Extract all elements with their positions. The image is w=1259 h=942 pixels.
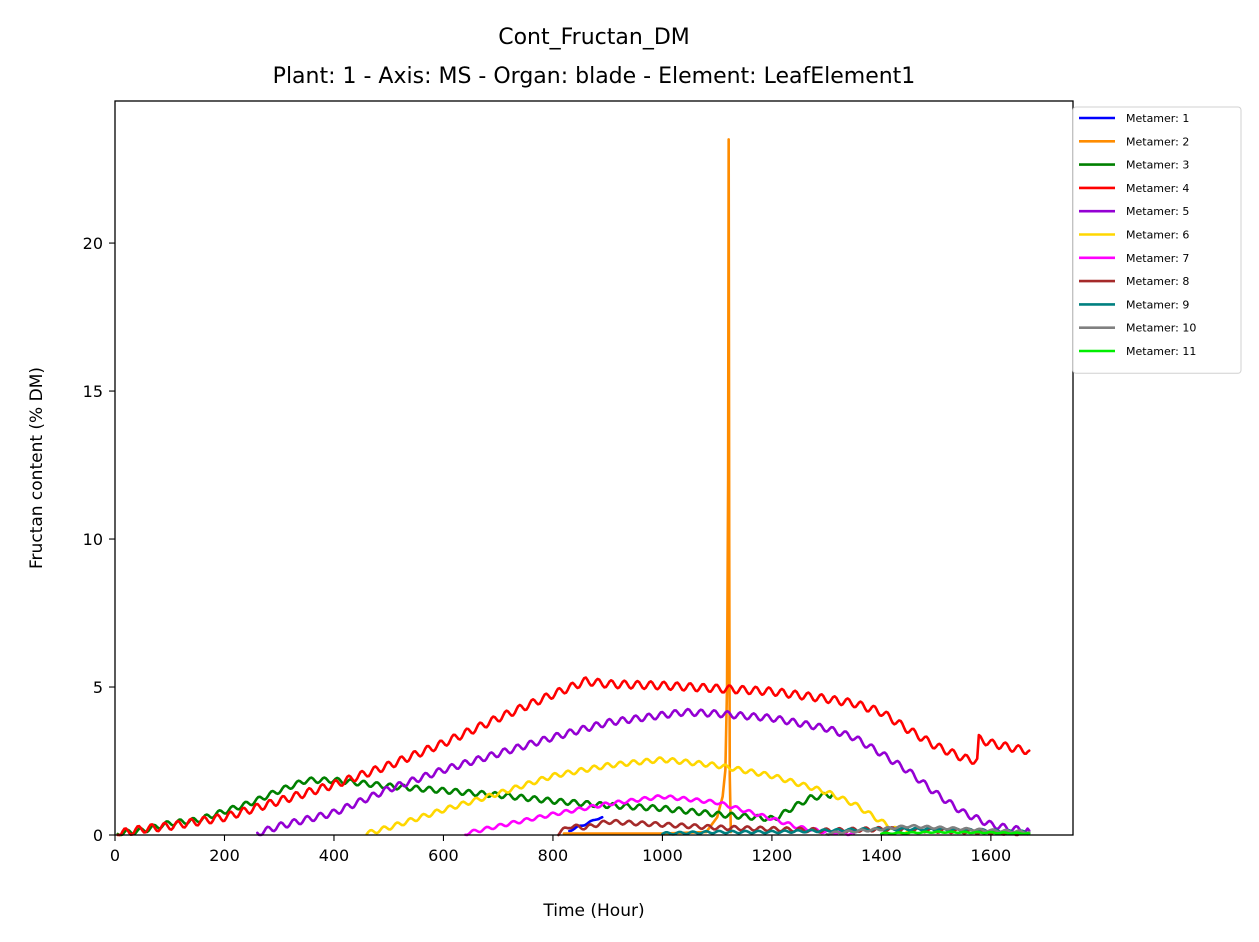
y-tick-label: 10 [83, 530, 103, 549]
series-layer [116, 138, 1031, 837]
legend-label: Metamer: 10 [1126, 322, 1196, 335]
series-line-10 [825, 823, 1031, 836]
series-line-4 [116, 676, 1031, 837]
legend-label: Metamer: 8 [1126, 275, 1189, 288]
x-tick-label: 1400 [861, 846, 902, 865]
legend-label: Metamer: 3 [1126, 159, 1189, 172]
series-line-7 [464, 794, 856, 837]
plot-frame [114, 100, 1074, 836]
x-tick-label: 200 [209, 846, 240, 865]
y-tick-label: 15 [83, 382, 103, 401]
legend-label: Metamer: 2 [1126, 135, 1189, 148]
chart-subtitle: Plant: 1 - Axis: MS - Organ: blade - Ele… [273, 64, 916, 89]
x-tick-label: 1200 [752, 846, 793, 865]
legend-label: Metamer: 9 [1126, 298, 1189, 311]
series-line-5 [256, 707, 1031, 837]
legend-label: Metamer: 4 [1126, 182, 1189, 195]
chart-title: Cont_Fructan_DM [498, 25, 690, 50]
x-tick-label: 800 [538, 846, 569, 865]
series-line-3 [116, 776, 834, 837]
y-tick-label: 20 [83, 234, 103, 253]
y-tick-label: 5 [93, 678, 103, 697]
x-tick-label: 1600 [971, 846, 1012, 865]
series-line-6 [365, 756, 911, 836]
series-line-1 [568, 815, 604, 833]
x-tick-label: 600 [428, 846, 459, 865]
legend-label: Metamer: 7 [1126, 252, 1189, 265]
x-tick-label: 400 [319, 846, 350, 865]
legend-label: Metamer: 5 [1126, 205, 1189, 218]
y-axis-label: Fructan content (% DM) [27, 367, 47, 569]
legend-label: Metamer: 11 [1126, 345, 1196, 358]
y-tick-label: 0 [93, 826, 103, 845]
ticks-layer: 0 200 400 600 800 1000 1200 1400 1600 0 5 10 15 20 [83, 234, 1012, 865]
x-tick-label: 0 [110, 846, 120, 865]
x-axis-label: Time (Hour) [542, 901, 644, 921]
legend-label: Metamer: 6 [1126, 229, 1189, 242]
series-line-11 [880, 830, 1031, 836]
x-tick-label: 1000 [642, 846, 683, 865]
legend-label: Metamer: 1 [1126, 112, 1189, 125]
legend-box [1072, 106, 1242, 374]
legend: Metamer: 1 Metamer: 2 Metamer: 3 Metamer: 4… [1072, 106, 1242, 374]
